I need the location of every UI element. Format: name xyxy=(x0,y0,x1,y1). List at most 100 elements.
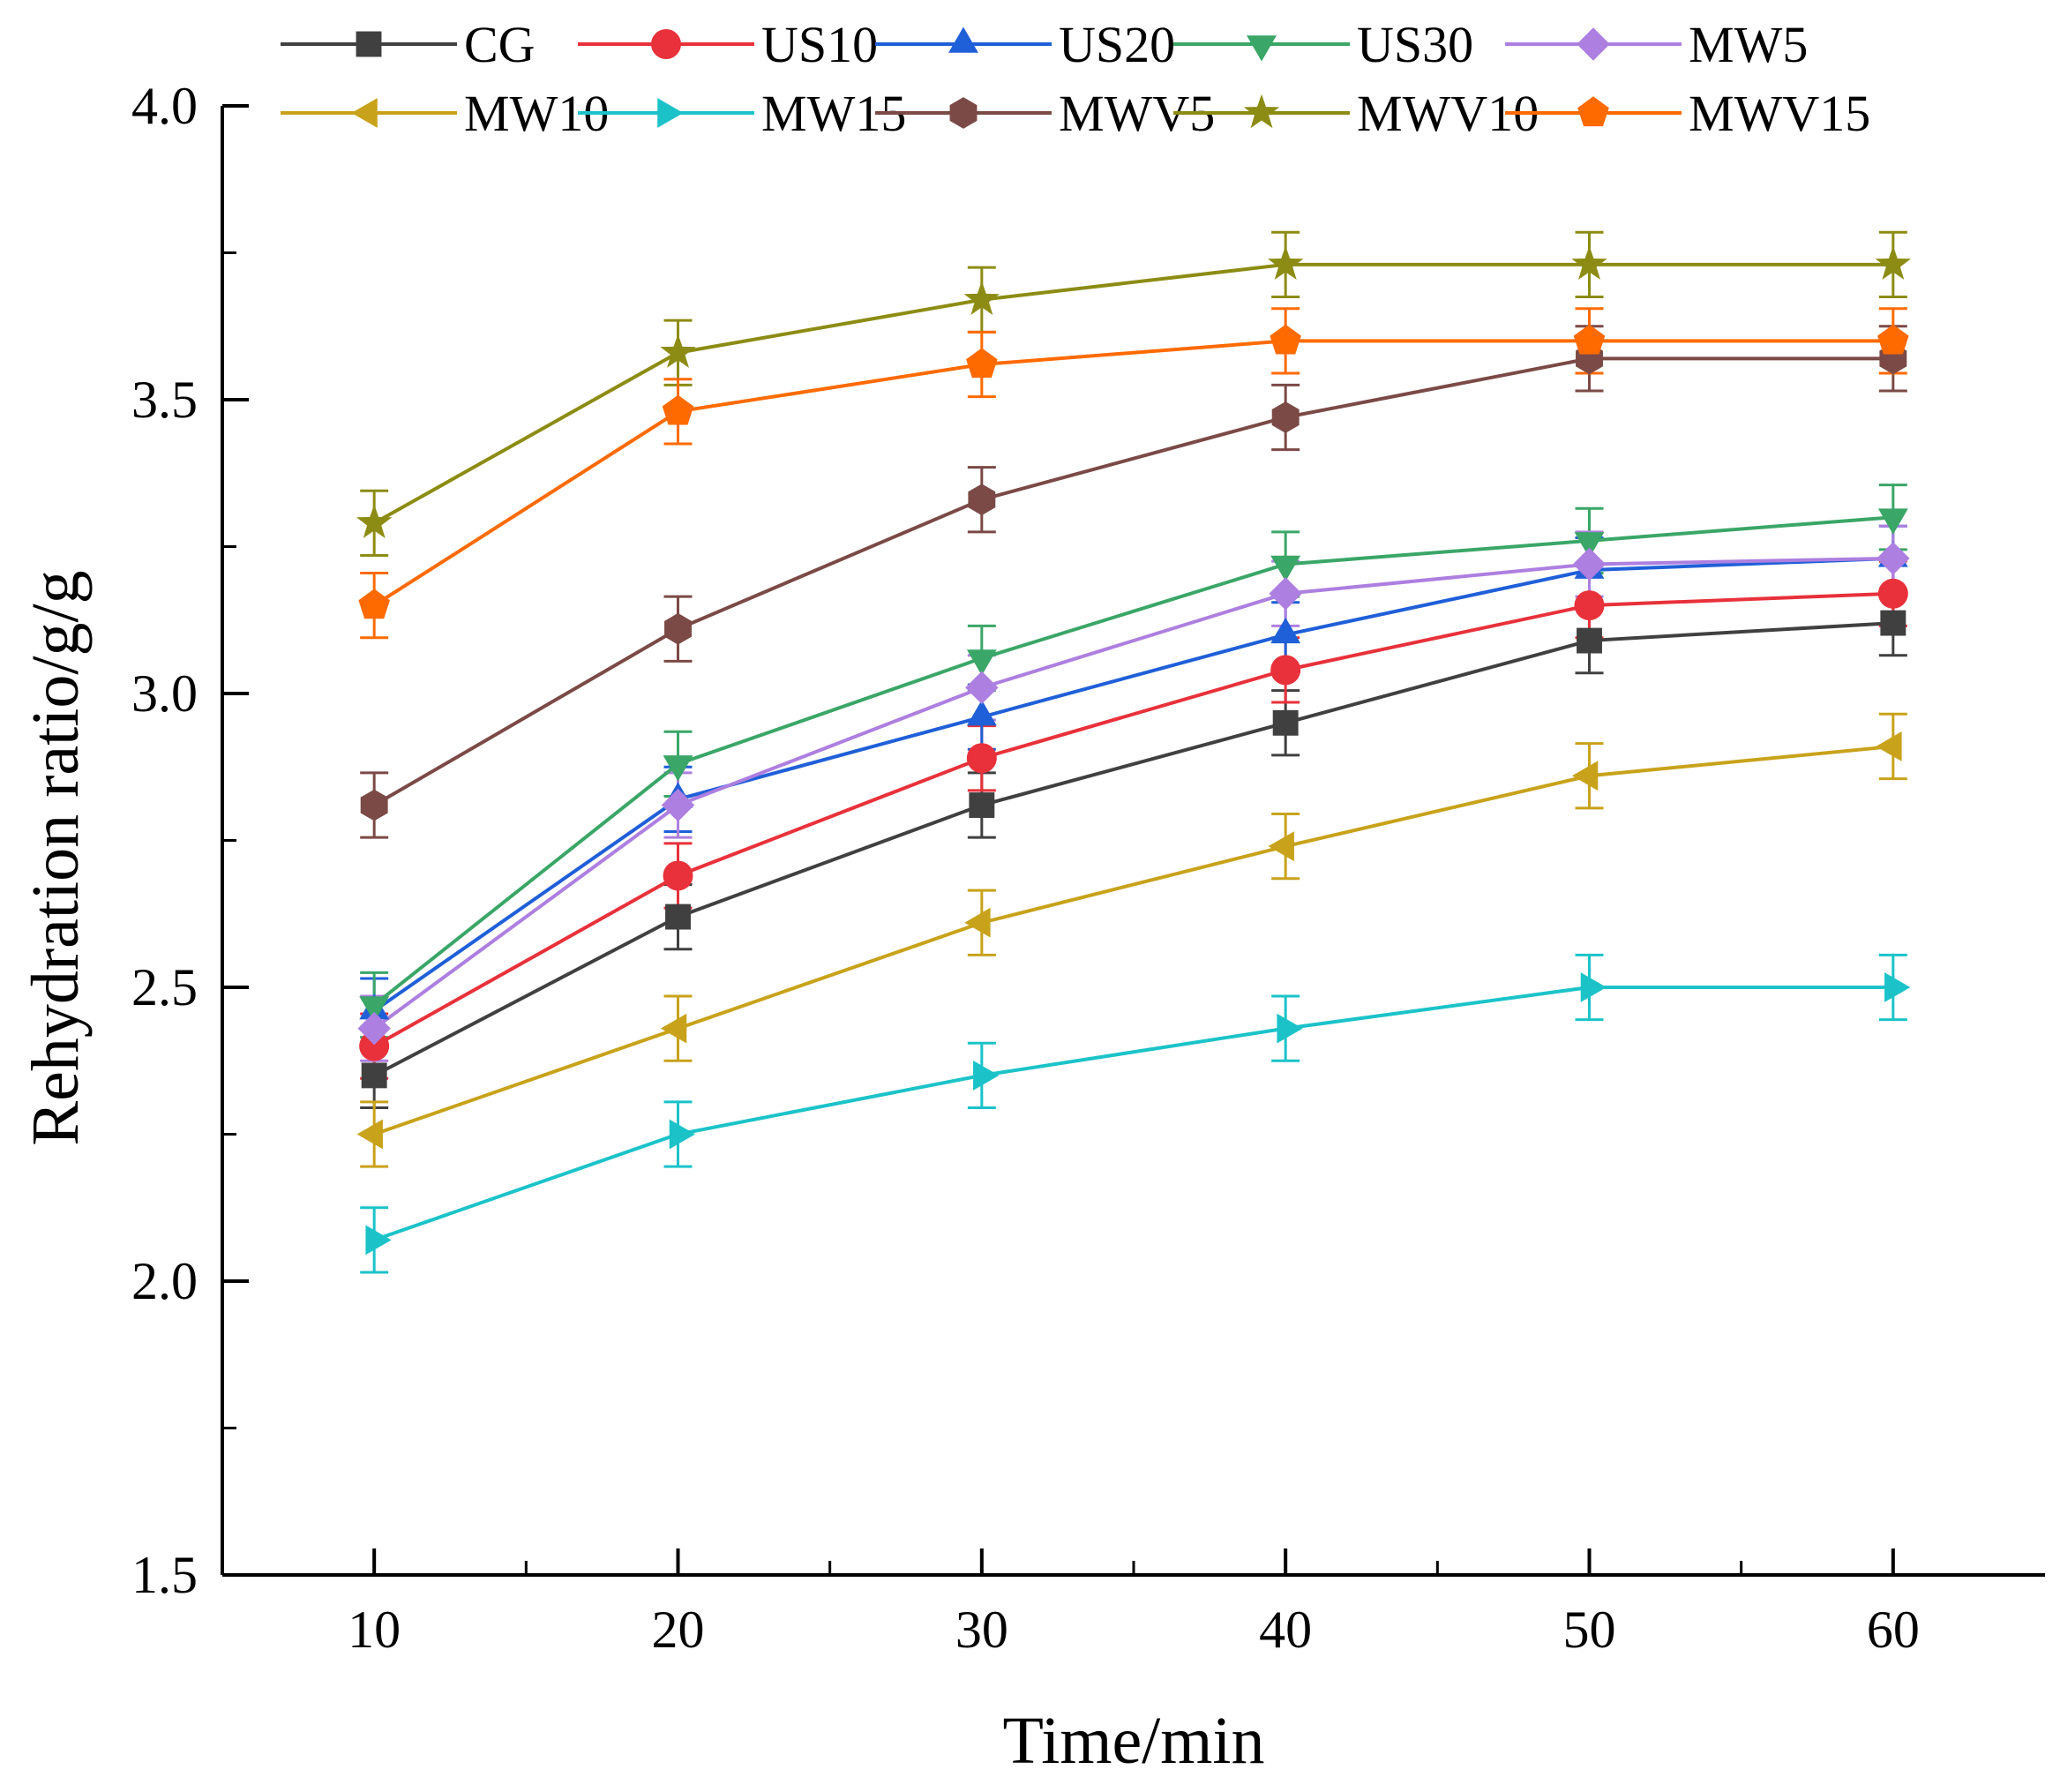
data-point-mw10 xyxy=(1571,761,1599,791)
data-point-mwv15 xyxy=(662,394,694,425)
data-point-mw15 xyxy=(365,1225,392,1256)
data-point-cg xyxy=(665,903,691,930)
x-tick-label: 50 xyxy=(1563,1601,1616,1659)
data-point-mw5 xyxy=(965,671,999,705)
series-line-mwv15 xyxy=(373,339,1893,607)
x-tick-label: 30 xyxy=(955,1601,1008,1659)
data-point-us30 xyxy=(359,996,390,1023)
x-axis-ticks: 10 20 30 40 50 60 xyxy=(348,1548,1920,1659)
data-point-mw10 xyxy=(1268,831,1294,862)
y-axis-title: Rehydration ratio/g/g xyxy=(19,570,93,1145)
legend-label-cg: CG xyxy=(464,16,536,73)
data-point-us30 xyxy=(663,755,693,782)
data-point-mw15 xyxy=(669,1119,696,1150)
legend-label-us30: US30 xyxy=(1357,16,1473,73)
series-line-cg xyxy=(373,621,1893,1077)
data-point-mw10 xyxy=(1876,731,1902,761)
series-line-us20 xyxy=(373,556,1893,1013)
series-line-mw15 xyxy=(373,986,1893,1242)
data-point-mwv15 xyxy=(1573,324,1606,355)
data-point-cg xyxy=(969,792,995,818)
x-tick-label: 40 xyxy=(1259,1601,1312,1659)
data-point-mwv5 xyxy=(968,484,996,516)
data-point-us10 xyxy=(1574,590,1605,621)
series-line-mwv5 xyxy=(373,356,1893,807)
data-point-mwv10 xyxy=(1267,245,1304,281)
data-point-mw10 xyxy=(964,907,991,938)
data-point-mw5 xyxy=(1572,547,1607,581)
legend-marker-mw10 xyxy=(351,98,378,128)
data-point-us10 xyxy=(966,743,997,774)
data-point-mw15 xyxy=(1580,972,1607,1002)
y-axis-ticks: 1.5 2.0 2.5 3.0 3.5 4.0 xyxy=(131,77,249,1604)
data-point-us30 xyxy=(966,649,997,676)
legend-marker-us30 xyxy=(1247,35,1277,62)
data-markers xyxy=(356,245,1912,1256)
data-point-mwv10 xyxy=(356,504,393,539)
series-line-mwv10 xyxy=(373,262,1893,525)
data-point-mwv10 xyxy=(963,281,1000,315)
axes: 10 20 30 40 50 60 1.5 2.0 2.5 3.0 3.5 4.0 Time/min… xyxy=(19,77,2045,1778)
x-tick-label: 10 xyxy=(348,1601,401,1659)
legend-marker-mwv10 xyxy=(1243,94,1280,129)
legend-label-mw5: MW5 xyxy=(1689,16,1808,73)
data-point-mwv10 xyxy=(1571,245,1607,281)
legend-label-mwv15: MWV15 xyxy=(1689,85,1870,142)
legend-marker-cg xyxy=(356,31,382,57)
y-tick-label: 2.0 xyxy=(131,1252,198,1310)
data-point-mw10 xyxy=(356,1119,383,1150)
data-point-mw5 xyxy=(1876,542,1910,575)
data-point-us30 xyxy=(1574,532,1605,559)
y-tick-label: 4.0 xyxy=(131,77,198,135)
data-point-mwv15 xyxy=(1877,324,1909,355)
data-point-mw15 xyxy=(973,1060,1000,1091)
data-point-cg xyxy=(1272,709,1299,736)
data-point-us10 xyxy=(663,860,693,891)
data-point-mwv5 xyxy=(664,612,692,645)
y-tick-label: 3.0 xyxy=(131,664,198,723)
data-point-us20 xyxy=(1270,617,1301,644)
series-line-mw5 xyxy=(372,556,1893,1031)
data-point-cg xyxy=(1880,610,1906,636)
legend-label-us20: US20 xyxy=(1059,16,1175,73)
data-point-cg xyxy=(361,1062,387,1089)
legend-marker-us20 xyxy=(948,26,978,53)
legend-marker-us10 xyxy=(651,29,681,59)
series-line-mw10 xyxy=(373,744,1894,1136)
y-tick-label: 2.5 xyxy=(131,958,198,1016)
data-point-us10 xyxy=(1270,655,1301,686)
data-point-mw10 xyxy=(660,1013,687,1044)
series-line-us30 xyxy=(372,515,1893,1007)
x-tick-label: 20 xyxy=(652,1601,705,1659)
data-point-cg xyxy=(1577,627,1602,654)
data-point-us10 xyxy=(359,1031,390,1061)
error-bars xyxy=(360,230,1907,1274)
series-lines xyxy=(372,262,1894,1242)
data-point-us20 xyxy=(966,700,997,726)
legend-marker-mwv15 xyxy=(1577,96,1609,127)
x-tick-label: 60 xyxy=(1867,1601,1920,1659)
data-point-mwv15 xyxy=(358,589,390,619)
data-point-mw5 xyxy=(1269,577,1302,611)
data-point-mwv15 xyxy=(966,348,998,379)
data-point-mw5 xyxy=(661,788,695,822)
data-point-mwv10 xyxy=(660,334,696,368)
data-point-mw5 xyxy=(357,1011,391,1046)
legend-label-us10: US10 xyxy=(761,16,878,73)
data-point-mw15 xyxy=(1277,1013,1303,1044)
data-point-us30 xyxy=(1270,555,1301,582)
data-point-mwv15 xyxy=(1270,324,1301,355)
series-line-us10 xyxy=(373,591,1893,1048)
data-point-mw15 xyxy=(1884,972,1911,1002)
y-tick-label: 1.5 xyxy=(131,1546,198,1604)
data-point-mwv10 xyxy=(1875,245,1912,281)
legend-marker-mw15 xyxy=(657,98,684,128)
data-point-us30 xyxy=(1877,508,1908,535)
y-tick-label: 3.5 xyxy=(131,371,198,429)
data-point-mwv5 xyxy=(1271,401,1300,433)
x-axis-title: Time/min xyxy=(1002,1704,1264,1778)
data-point-mwv5 xyxy=(360,789,388,821)
